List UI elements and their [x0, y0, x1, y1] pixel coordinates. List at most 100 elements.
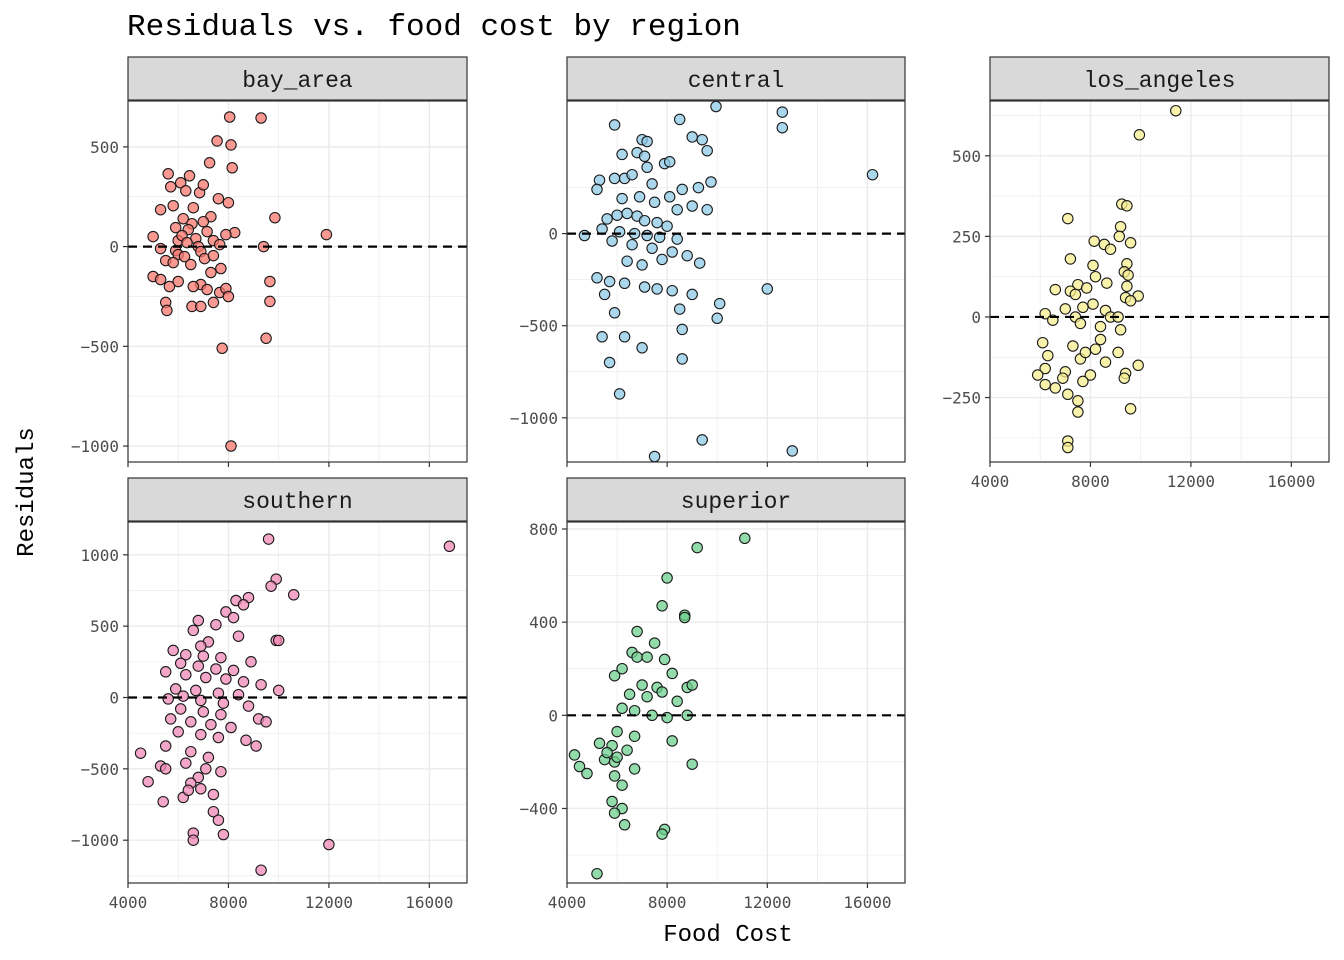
data-point [1079, 346, 1092, 359]
data-point [163, 280, 176, 293]
panel-background [128, 101, 467, 462]
x-tick-label: 16000 [405, 893, 453, 912]
y-tick-label: 800 [529, 520, 558, 539]
y-axis: −250 0 250 500 [942, 147, 990, 408]
data-point [705, 176, 717, 188]
data-point [601, 213, 613, 225]
data-point [676, 323, 688, 336]
x-axis: 4000 8000 12000 16000 [109, 883, 453, 912]
data-point [618, 331, 631, 343]
facet-panel-superior: superior −400 0 400 800 4000 8000 12000 16000 [519, 477, 906, 912]
y-tick-label: 500 [90, 617, 119, 636]
data-point [628, 730, 641, 743]
data-point [608, 669, 621, 682]
data-point [686, 288, 698, 301]
strip-background [127, 477, 468, 522]
data-point [636, 259, 648, 271]
data-point [167, 256, 179, 269]
chart-title: Residuals vs. food cost by region [127, 10, 741, 45]
data-point [591, 183, 603, 196]
y-tick-label: 1000 [80, 546, 119, 565]
data-point [1042, 349, 1054, 362]
data-point [169, 683, 182, 695]
data-point [598, 288, 611, 301]
data-point [673, 303, 686, 315]
data-point [581, 767, 593, 780]
data-point [608, 307, 621, 319]
data-point [180, 668, 192, 681]
data-point [568, 749, 581, 761]
data-point [648, 637, 661, 649]
data-point [651, 216, 663, 229]
data-point [641, 690, 653, 703]
data-point [1062, 212, 1074, 225]
data-point [147, 230, 159, 243]
data-point [172, 275, 184, 288]
data-point [180, 648, 192, 661]
facet-panel-southern: southern −1000 −500 0 500 1000 4000 8000 12000 16… [71, 477, 468, 912]
data-point [172, 726, 184, 738]
strip-background [566, 56, 906, 101]
x-axis: 4000 8000 12000 16000 [971, 462, 1315, 491]
data-point [1118, 372, 1131, 384]
data-point [210, 663, 222, 675]
data-point [134, 747, 147, 759]
y-tick-label: −500 [80, 760, 119, 779]
data-point [1113, 230, 1126, 243]
data-point [578, 229, 591, 242]
data-point [159, 740, 172, 752]
data-point [1094, 320, 1107, 333]
data-point [287, 589, 300, 601]
data-point [663, 156, 676, 168]
data-point [606, 235, 618, 247]
x-axis-label: Food Cost [663, 922, 793, 949]
data-point [195, 783, 207, 795]
data-point [661, 220, 673, 232]
data-point [681, 249, 693, 262]
data-point [661, 572, 673, 584]
data-point [671, 233, 683, 245]
data-point [618, 277, 631, 290]
y-tick-label: −1000 [71, 831, 119, 850]
points-central [578, 100, 879, 463]
data-point [596, 331, 608, 343]
data-point [1104, 243, 1117, 256]
data-point [1062, 441, 1074, 454]
x-tick-label: 16000 [843, 893, 891, 912]
data-point [178, 250, 191, 263]
data-point [215, 708, 227, 721]
strip-background [989, 56, 1330, 101]
data-point [1089, 270, 1102, 283]
data-point [142, 775, 154, 788]
y-axis-label: Residuals [14, 427, 41, 557]
data-point [222, 290, 235, 303]
data-point [220, 606, 232, 618]
data-point [187, 201, 200, 214]
x-tick-label: 4000 [548, 893, 587, 912]
data-point [656, 828, 668, 840]
data-point [666, 284, 678, 297]
data-point [641, 651, 653, 663]
data-point [180, 757, 192, 769]
y-tick-label: 500 [952, 147, 981, 166]
data-point [686, 131, 698, 143]
data-point [1124, 237, 1137, 249]
facet-panel-bay_area: bay_area −1000 −500 0 500 [71, 56, 468, 467]
data-point [164, 713, 177, 725]
data-point [227, 664, 240, 677]
x-tick-label: 8000 [1071, 472, 1110, 491]
data-point [686, 200, 698, 212]
data-point [197, 179, 210, 191]
panel-background [567, 522, 905, 883]
strip-label: southern [242, 489, 352, 515]
y-tick-label: 250 [952, 227, 981, 246]
points-bay_area [147, 111, 333, 452]
data-point [1084, 369, 1097, 381]
data-point [215, 765, 227, 778]
data-point [1069, 288, 1082, 301]
data-point [182, 784, 195, 797]
data-point [1088, 235, 1100, 247]
data-point [1049, 283, 1062, 296]
data-point [1114, 324, 1127, 336]
data-point [666, 735, 678, 747]
